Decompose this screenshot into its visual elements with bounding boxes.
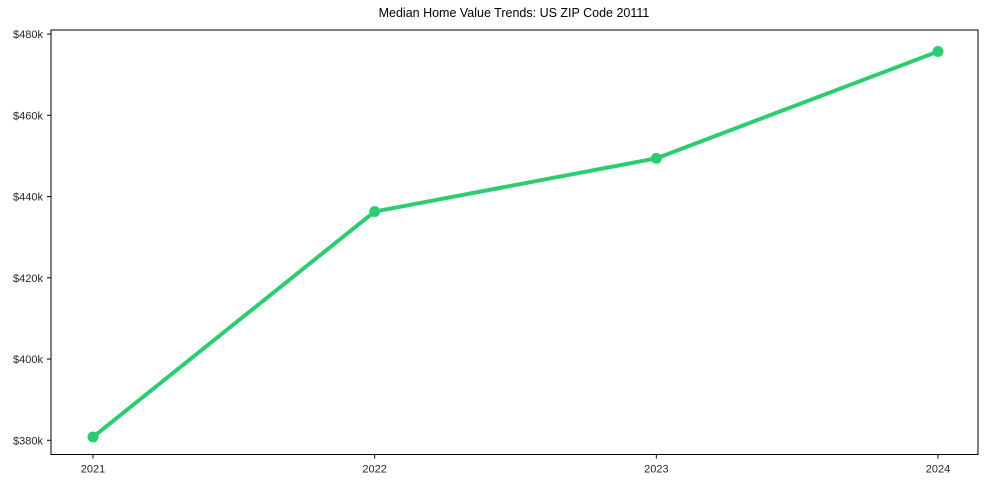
y-tick-label: $480k	[13, 29, 43, 41]
plot-border	[50, 29, 979, 455]
y-tick-label: $420k	[13, 273, 43, 285]
y-tick-label: $380k	[13, 435, 43, 447]
y-tick-label: $460k	[13, 110, 43, 122]
plot-frame	[50, 29, 979, 455]
x-tick-label: 2024	[926, 464, 950, 476]
trend-line-series	[87, 46, 944, 443]
y-tick-label: $440k	[13, 192, 43, 204]
axis-ticks: $380k $400k $420k $440k $460k $480k 2021 2022 20…	[13, 29, 950, 475]
data-point	[650, 152, 662, 164]
trend-line	[91, 49, 941, 440]
data-point	[87, 431, 99, 443]
x-tick-label: 2022	[362, 464, 386, 476]
data-point	[932, 46, 944, 58]
chart-title: Median Home Value Trends: US ZIP Code 20…	[379, 6, 650, 20]
data-point	[369, 206, 381, 218]
x-tick-label: 2021	[81, 464, 105, 476]
y-tick-label: $400k	[13, 354, 43, 366]
x-tick-label: 2023	[644, 464, 668, 476]
